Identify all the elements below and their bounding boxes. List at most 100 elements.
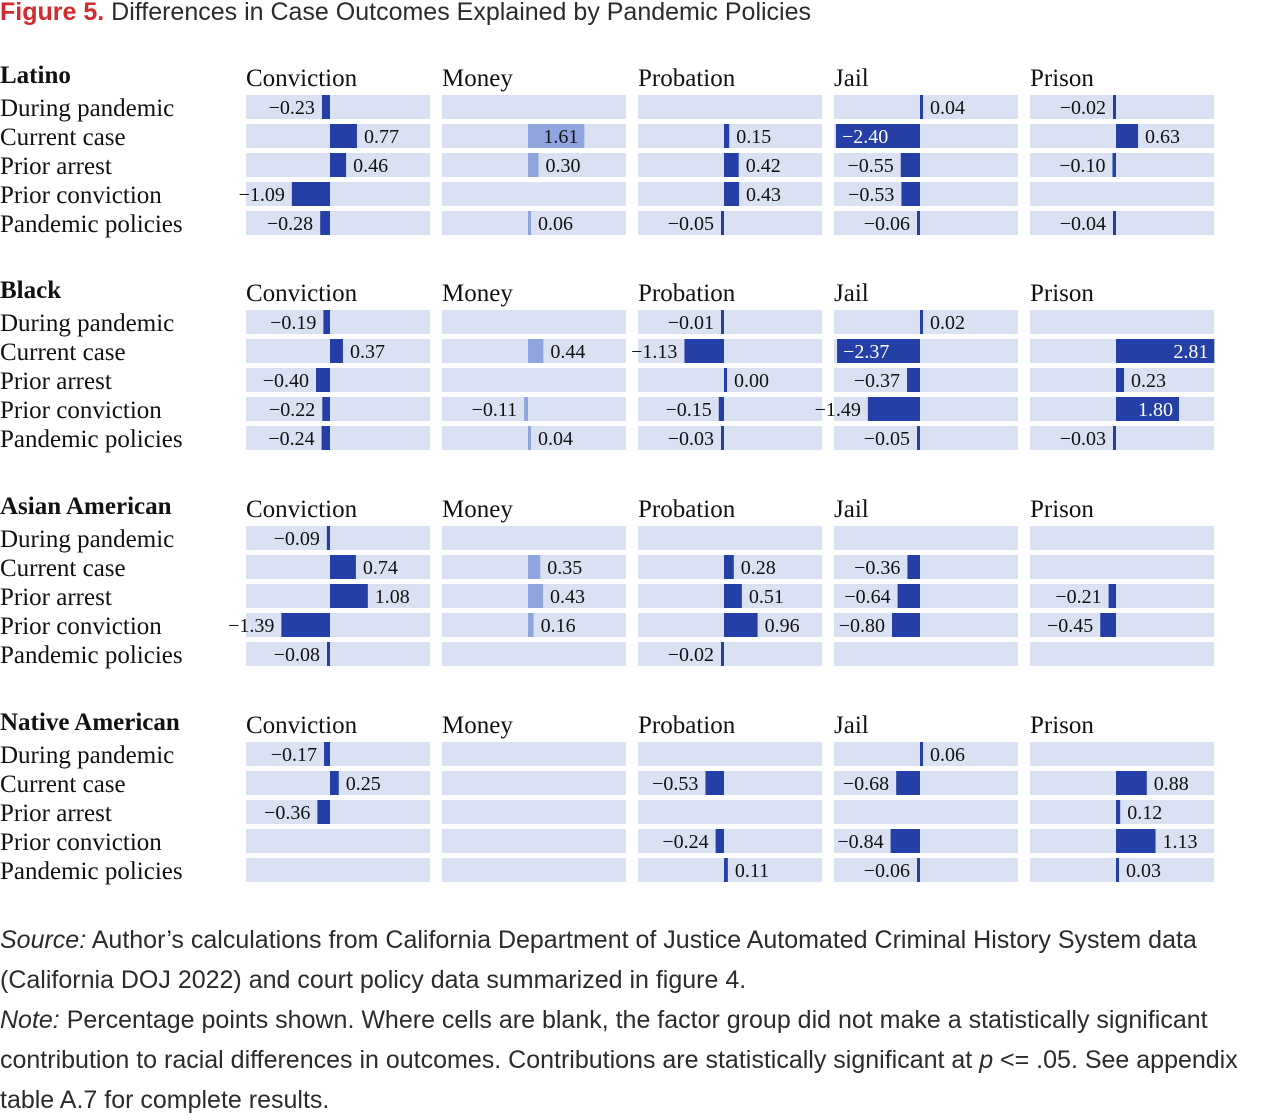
bar-native-american-prior-conviction-prison <box>1116 829 1156 853</box>
cell-black-pandemic-policies-probation-bg <box>638 426 822 450</box>
cell-latino-during-pandemic-jail-bg <box>834 95 1018 119</box>
bar-asian-american-prior-conviction-prison <box>1100 613 1116 637</box>
figure-footer: Source: Author’s calculations from Calif… <box>0 920 1280 1120</box>
cell-native-american-pandemic-policies-money-bg <box>442 858 626 882</box>
column-header-probation: Probation <box>638 712 736 739</box>
cell-asian-american-during-pandemic-conviction-bg <box>246 526 430 550</box>
methods-note: Note: Percentage points shown. Where cel… <box>0 1000 1280 1120</box>
value-label-black-during-pandemic-probation: −0.01 <box>668 312 714 334</box>
column-header-conviction: Conviction <box>246 496 358 523</box>
bar-latino-pandemic-policies-jail <box>917 211 920 235</box>
bar-native-american-prior-conviction-probation <box>715 829 724 853</box>
cell-native-american-prior-arrest-conviction-bg <box>246 800 430 824</box>
cell-black-during-pandemic-conviction-bg <box>246 310 430 334</box>
cell-black-prior-arrest-conviction-bg <box>246 368 430 392</box>
bar-black-prior-conviction-money <box>524 397 528 421</box>
bar-latino-current-case-money <box>528 124 585 148</box>
value-label-asian-american-prior-arrest-money: 0.43 <box>550 586 585 608</box>
cell-black-during-pandemic-money-bg <box>442 310 626 334</box>
bar-asian-american-prior-arrest-probation <box>724 584 742 608</box>
cell-black-pandemic-policies-conviction-bg <box>246 426 430 450</box>
bar-latino-current-case-jail <box>836 124 920 148</box>
value-label-black-current-case-jail: −2.37 <box>843 341 889 363</box>
group-title-black: Black <box>0 277 61 304</box>
value-label-latino-during-pandemic-jail: 0.04 <box>930 97 965 119</box>
cell-native-american-pandemic-policies-conviction-bg <box>246 858 430 882</box>
group-title-asian-american: Asian American <box>0 493 172 520</box>
cell-latino-prior-conviction-conviction-bg <box>246 182 430 206</box>
value-label-latino-current-case-money: 1.61 <box>543 126 578 148</box>
value-label-asian-american-prior-arrest-prison: −0.21 <box>1055 586 1101 608</box>
bar-asian-american-prior-conviction-conviction <box>281 613 330 637</box>
value-label-black-prior-conviction-prison: 1.80 <box>1138 399 1173 421</box>
bar-black-pandemic-policies-jail <box>917 426 920 450</box>
cell-black-during-pandemic-probation-bg <box>638 310 822 334</box>
value-label-native-american-during-pandemic-jail: 0.06 <box>930 744 965 766</box>
bar-latino-during-pandemic-conviction <box>321 95 330 119</box>
cell-asian-american-pandemic-policies-conviction-bg <box>246 642 430 666</box>
bar-black-prior-conviction-prison <box>1116 397 1179 421</box>
bar-asian-american-current-case-money <box>528 555 541 579</box>
cell-latino-pandemic-policies-conviction-bg <box>246 211 430 235</box>
group-title-latino: Latino <box>0 62 71 89</box>
row-label-current-case: Current case <box>0 771 126 798</box>
value-label-latino-pandemic-policies-jail: −0.06 <box>864 213 910 235</box>
bar-black-prior-arrest-conviction <box>316 368 330 392</box>
column-header-probation: Probation <box>638 496 736 523</box>
bar-asian-american-current-case-jail <box>907 555 920 579</box>
cell-latino-pandemic-policies-jail-bg <box>834 211 1018 235</box>
cell-asian-american-during-pandemic-probation-bg <box>638 526 822 550</box>
value-label-latino-current-case-jail: −2.40 <box>842 126 888 148</box>
row-label-pandemic-policies: Pandemic policies <box>0 858 183 885</box>
row-label-during-pandemic: During pandemic <box>0 742 174 769</box>
cell-latino-during-pandemic-probation-bg <box>638 95 822 119</box>
value-label-asian-american-during-pandemic-conviction: −0.09 <box>274 528 320 550</box>
cell-black-current-case-probation-bg <box>638 339 822 363</box>
bar-asian-american-during-pandemic-conviction <box>326 526 330 550</box>
column-header-money: Money <box>442 280 513 307</box>
bar-latino-during-pandemic-jail <box>920 95 923 119</box>
value-label-black-prior-arrest-conviction: −0.40 <box>263 370 309 392</box>
group-title-native-american: Native American <box>0 709 180 736</box>
value-label-asian-american-current-case-jail: −0.36 <box>854 557 900 579</box>
value-label-latino-current-case-probation: 0.15 <box>736 126 771 148</box>
bar-asian-american-current-case-conviction <box>330 555 356 579</box>
bar-native-american-prior-conviction-jail <box>890 829 920 853</box>
value-label-latino-prior-arrest-money: 0.30 <box>546 155 581 177</box>
value-label-native-american-current-case-conviction: 0.25 <box>346 773 381 795</box>
bar-latino-pandemic-policies-probation <box>721 211 724 235</box>
cell-black-during-pandemic-prison-bg <box>1030 310 1214 334</box>
value-label-asian-american-current-case-conviction: 0.74 <box>363 557 398 579</box>
bar-asian-american-current-case-probation <box>724 555 734 579</box>
cell-asian-american-current-case-prison-bg <box>1030 555 1214 579</box>
column-header-prison: Prison <box>1030 280 1094 307</box>
bar-latino-prior-arrest-probation <box>724 153 739 177</box>
row-label-current-case: Current case <box>0 555 126 582</box>
value-label-black-pandemic-policies-probation: −0.03 <box>668 428 714 450</box>
source-label: Source: <box>0 926 87 954</box>
cell-asian-american-pandemic-policies-probation-bg <box>638 642 822 666</box>
cell-native-american-during-pandemic-jail-bg <box>834 742 1018 766</box>
cell-latino-prior-conviction-jail-bg <box>834 182 1018 206</box>
row-label-during-pandemic: During pandemic <box>0 310 174 337</box>
cell-black-pandemic-policies-prison-bg <box>1030 426 1214 450</box>
cell-asian-american-pandemic-policies-money-bg <box>442 642 626 666</box>
bar-latino-current-case-prison <box>1116 124 1139 148</box>
cell-asian-american-pandemic-policies-jail-bg <box>834 642 1018 666</box>
cell-asian-american-prior-arrest-prison-bg <box>1030 584 1214 608</box>
value-label-native-american-pandemic-policies-prison: 0.03 <box>1126 860 1161 882</box>
bar-black-current-case-prison <box>1116 339 1215 363</box>
cell-latino-prior-arrest-prison-bg <box>1030 153 1214 177</box>
cell-black-prior-conviction-conviction-bg <box>246 397 430 421</box>
cell-native-american-prior-conviction-probation-bg <box>638 829 822 853</box>
bar-black-pandemic-policies-probation <box>721 426 724 450</box>
cell-black-prior-conviction-probation-bg <box>638 397 822 421</box>
cell-native-american-current-case-money-bg <box>442 771 626 795</box>
column-header-money: Money <box>442 496 513 523</box>
bar-black-prior-conviction-jail <box>867 397 920 421</box>
bar-latino-prior-arrest-conviction <box>330 153 347 177</box>
value-label-black-prior-conviction-jail: −1.49 <box>815 399 861 421</box>
value-label-native-american-current-case-probation: −0.53 <box>652 773 698 795</box>
row-label-pandemic-policies: Pandemic policies <box>0 426 183 453</box>
bar-black-current-case-jail <box>837 339 920 363</box>
